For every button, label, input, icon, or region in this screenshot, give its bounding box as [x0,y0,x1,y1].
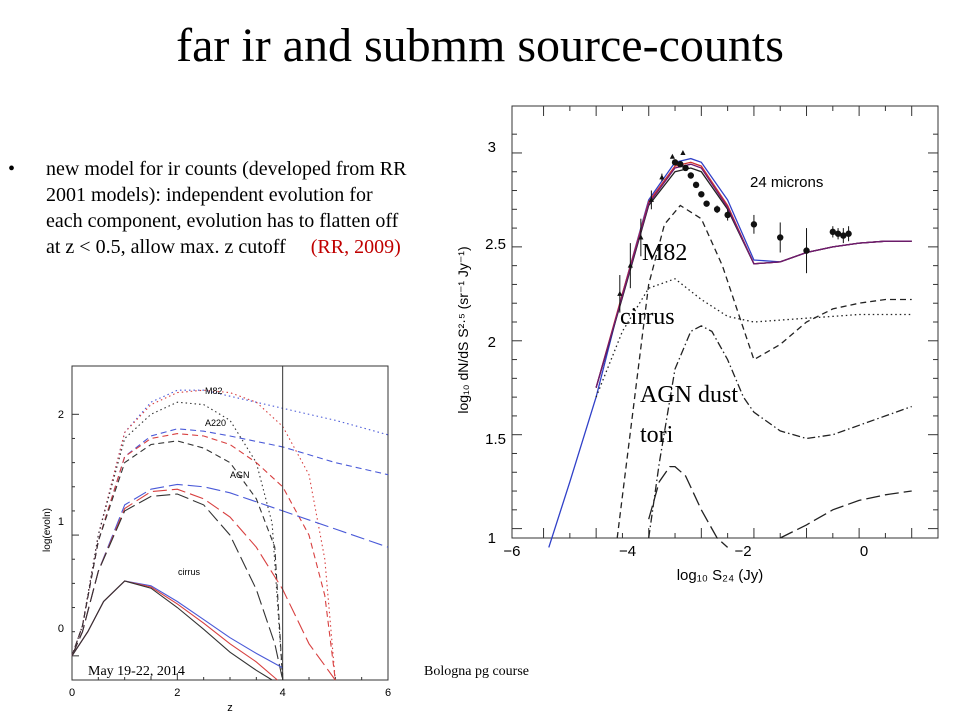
tick-label-y-1: 1 [58,516,64,528]
tick-label-y-15: 1.5 [485,431,506,448]
data-point-circle [750,221,758,228]
tick-label-x-m6: −6 [503,543,520,560]
data-point-triangle [627,262,633,268]
data-point-triangle [638,234,644,240]
series-line-6 [648,325,912,539]
tick-label-x-0r: 0 [860,543,868,560]
slide-title: far ir and submm source-counts [176,19,784,72]
bullet-text: new model for ir counts (developed from … [46,156,408,260]
annotation-m82: M82 [642,240,688,266]
tick-label-y-25: 2.5 [485,236,506,253]
tick-label-x-2: 2 [174,687,180,699]
curve-label-agn: AGN [230,470,250,480]
y-axis-label: log(evoln) [42,508,53,552]
footer-course: Bologna pg course [424,664,529,679]
annotation-agn-line1: AGN dust [640,382,739,408]
tick-label-x-6: 6 [385,687,391,699]
series-line-3 [71,428,389,656]
curve-label-cirrus: cirrus [178,567,200,577]
data-point-circle [840,232,847,239]
data-point-circle [698,191,705,198]
tick-label-y-3r: 3 [488,139,496,156]
data-points [617,149,852,313]
y-axis-label-right: log₁₀ dN/dS S²·⁵ (sr⁻¹ Jy⁻¹) [455,246,471,413]
data-point-circle [677,161,684,168]
footer-date: May 19-22, 2014 [88,664,185,679]
series-line-9 [71,580,283,669]
series-line-8 [779,490,912,539]
annotation-cirrus: cirrus [620,304,675,330]
data-point-triangle [617,290,623,296]
data-point-circle [834,230,842,237]
data-point-circle [845,230,852,237]
data-point-circle [724,211,731,219]
series-line-1 [71,389,336,681]
data-point-triangle [648,196,654,202]
series-line-11 [71,580,273,681]
series-line-1 [595,161,912,388]
data-point-circle [703,200,710,207]
bullet-dot-icon: • [8,158,16,180]
data-point-circle [713,206,721,213]
data-point-circle [682,164,689,172]
series-group-right [548,157,912,548]
series-line-7 [648,465,729,548]
series-line-8 [71,493,284,681]
x-axis-label: z [227,702,233,714]
data-point-circle [671,159,679,166]
series-line-6 [71,483,389,657]
series-line-0 [71,389,389,656]
curve-label-a220: A220 [205,418,226,428]
bullet-reference: (RR, 2009) [310,236,401,258]
x-axis-label-right: log₁₀ S₂₄ (Jy) [677,567,764,584]
series-line-0 [548,157,912,548]
curve-label-m82: M82 [205,386,223,396]
tick-label-x-4: 4 [280,687,286,699]
annotation-agn-line2: tori [640,422,674,448]
data-point-circle [692,181,700,189]
series-line-7 [71,488,336,681]
tick-label-y-2r: 2 [488,334,496,351]
data-point-triangle [680,149,686,155]
data-point-triangle [659,174,665,180]
tick-label-x-m4: −4 [619,543,636,560]
plot-frame-right [511,105,939,539]
series-line-2 [595,167,912,388]
data-point-circle [687,172,695,179]
data-point-triangle [669,153,676,159]
counts-chart: −6 −4 −2 0 1 1.5 2 2.5 3 log₁₀ S₂₄ (Jy) … [455,105,939,584]
data-point-circle [829,228,837,236]
series-line-2 [71,401,284,681]
tick-label-y-1r: 1 [488,530,496,547]
chart-annotation: 24 microns [750,174,823,191]
data-point-circle [777,234,784,241]
tick-marks-right [512,106,938,538]
series-group [71,389,389,681]
data-point-circle [803,247,810,254]
bullet-body: new model for ir counts (developed from … [46,158,407,258]
series-line-3 [595,163,912,388]
tick-label-y-2: 2 [58,409,64,421]
tick-label-x-0: 0 [69,687,75,699]
tick-label-y-0: 0 [58,623,64,635]
series-line-4 [71,433,336,681]
tick-label-x-m2: −2 [735,543,752,560]
